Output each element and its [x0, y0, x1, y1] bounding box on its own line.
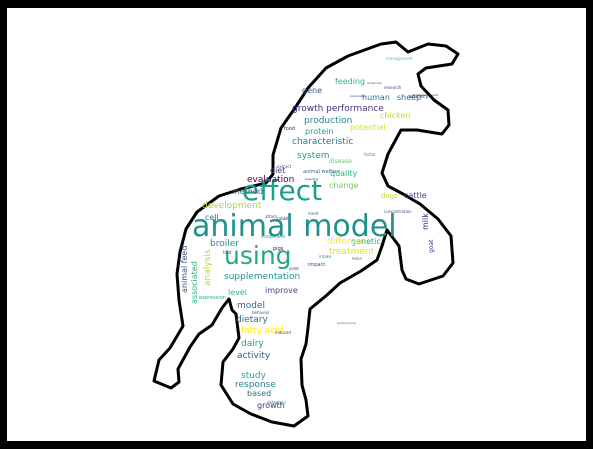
word-development: development: [202, 201, 262, 211]
word-disease: disease: [329, 158, 352, 165]
word-analysis: analysis: [203, 249, 213, 286]
word-change: change: [329, 181, 359, 190]
word-attack: attack: [265, 214, 278, 219]
word-molecular: molecular: [367, 81, 383, 85]
word-animal-welfare: animal welfare: [303, 169, 340, 175]
word-production: production: [304, 116, 352, 126]
horse-silhouette: [152, 40, 460, 428]
word-human: human: [362, 93, 390, 102]
word-detection: detection: [267, 400, 286, 405]
word-behavior: behavior: [252, 310, 270, 315]
word-fatty-acid: fatty acid: [241, 326, 284, 336]
word-parameter: parameter: [350, 94, 367, 98]
word-intake: intake: [319, 254, 332, 259]
word-rabbit: rabbit: [277, 216, 289, 221]
word-food: food: [284, 126, 295, 132]
word-evaluation: evaluation: [247, 175, 294, 185]
word-quality: quality: [330, 169, 358, 178]
word-broiler: broiler: [210, 239, 239, 249]
word-trait: trait: [223, 250, 232, 255]
word-response: response: [235, 380, 276, 390]
word-composition: composition: [261, 234, 286, 239]
word-extract: extract: [277, 164, 292, 169]
word-induced: induced: [275, 330, 291, 335]
word-characteristic: characteristic: [292, 137, 353, 147]
word-effect: effect: [242, 174, 322, 207]
word-management: management: [386, 56, 413, 61]
word-supplementation: supplementation: [224, 272, 300, 282]
word-associated: associated: [190, 261, 199, 304]
word-animal-feed: animal feed: [180, 246, 189, 293]
word-system: system: [297, 151, 330, 161]
word-pigs: pigs: [273, 246, 284, 252]
word-dairy: dairy: [241, 339, 264, 349]
word-chicken: chicken: [380, 111, 410, 120]
word-impact: impact: [308, 262, 325, 268]
word-factor: factor: [364, 152, 376, 157]
word-cloud-canvas: animal model effect using growth performanc…: [7, 8, 586, 441]
word-sheep: sheep: [397, 93, 421, 102]
word-measurement: measurement: [417, 93, 439, 97]
word-different: different: [327, 237, 366, 247]
word-dogs: dogs: [381, 192, 398, 200]
word-method: method: [232, 187, 263, 196]
word-goat: goat: [428, 239, 435, 253]
word-level: level: [228, 288, 247, 297]
word-cell: cell: [205, 213, 219, 222]
word-model: model: [237, 301, 265, 311]
word-performance: performance: [337, 321, 356, 325]
word-growth-performance: growth performance: [292, 104, 384, 114]
word-protein: protein: [305, 127, 333, 136]
word-treatment: treatment: [329, 247, 375, 257]
word-animal-model: animal model: [192, 209, 397, 244]
word-concentration: concentration: [384, 209, 412, 214]
word-study: study: [241, 371, 267, 381]
word-cattle: cattle: [404, 191, 427, 200]
word-dietary: dietary: [236, 315, 268, 325]
word-improve: improve: [265, 286, 298, 295]
word-milk: milk: [421, 213, 430, 230]
word-research: research: [384, 85, 402, 90]
word-potential: potential: [350, 123, 386, 132]
word-meat: meat: [308, 211, 319, 216]
word-diet: diet: [270, 166, 285, 175]
word-yield: yield: [289, 266, 299, 271]
word-growth: growth: [257, 401, 285, 410]
word-mice: mice: [352, 256, 362, 261]
word-using: using: [224, 241, 292, 270]
word-breeding: breeding: [305, 177, 318, 181]
word-expression: expression: [199, 295, 226, 301]
word-feeding: feeding: [335, 77, 365, 86]
word-activity: activity: [237, 351, 271, 361]
word-genetic: genetic: [351, 237, 381, 246]
word-efficacy: efficacy: [409, 94, 428, 100]
word-gene: gene: [302, 86, 322, 95]
word-based: based: [247, 389, 271, 398]
